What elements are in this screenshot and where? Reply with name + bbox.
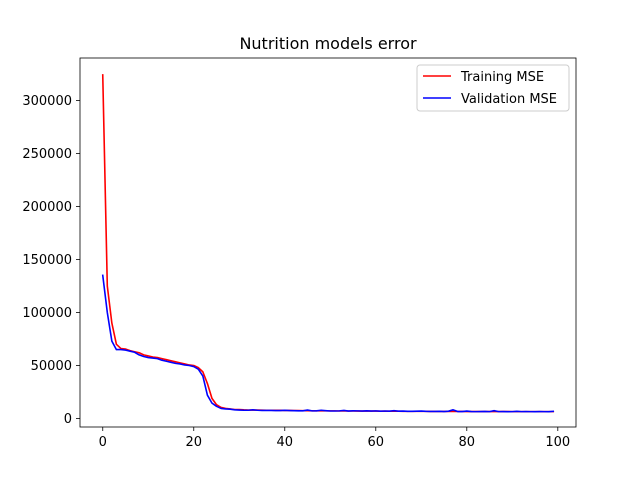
y-tick-label: 250000 [22, 147, 72, 162]
x-tick-label: 80 [459, 435, 476, 450]
series-layer [101, 74, 555, 413]
chart-title: Nutrition models error [239, 34, 417, 53]
y-tick-label: 100000 [22, 306, 72, 321]
y-tick-label: 300000 [22, 94, 72, 109]
x-tick-label: 0 [99, 435, 107, 450]
x-tick-label: 60 [368, 435, 385, 450]
y-tick-label: 200000 [22, 200, 72, 215]
legend: Training MSE Validation MSE [416, 64, 570, 112]
x-tick-label: 100 [545, 435, 570, 450]
y-tick-label: 0 [64, 412, 72, 427]
legend-label-training-mse: Training MSE [460, 70, 544, 85]
series-line-training-mse [101, 74, 555, 413]
y-tick-label: 50000 [31, 359, 72, 374]
legend-label-validation-mse: Validation MSE [461, 92, 557, 107]
x-tick-label: 20 [185, 435, 202, 450]
y-tick-label: 150000 [22, 253, 72, 268]
x-tick-label: 40 [276, 435, 293, 450]
plot-frame [79, 57, 577, 428]
axes-layer: 0 20 40 60 80 100 0 50000 100000 150000 200000 2500… [22, 57, 577, 450]
legend-box [416, 64, 570, 112]
series-line-validation-mse [101, 274, 555, 413]
